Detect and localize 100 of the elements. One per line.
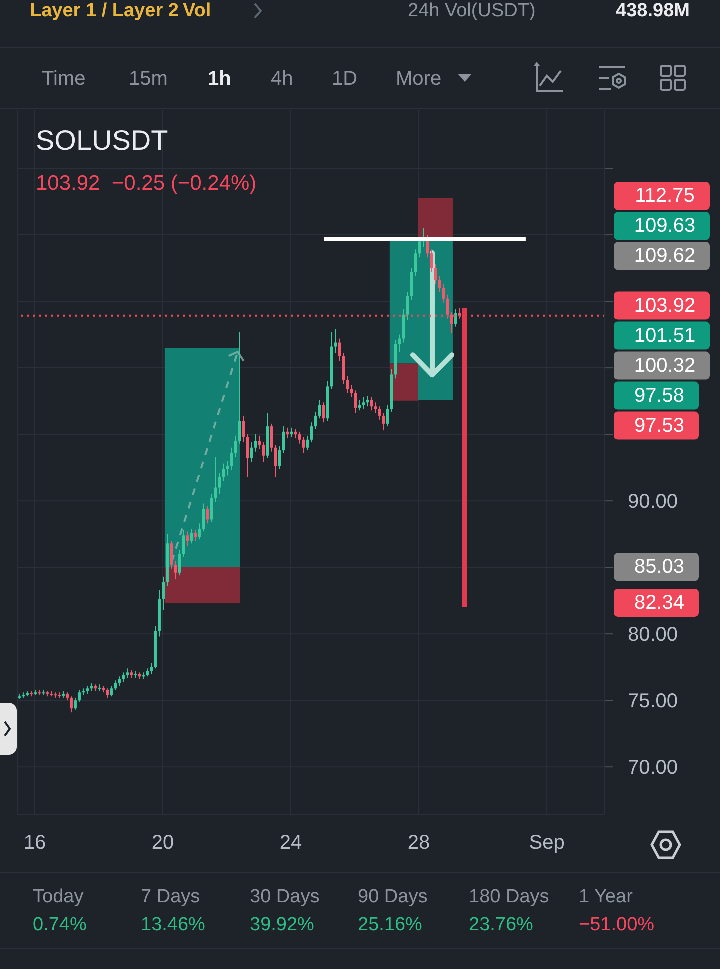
candlestick bbox=[310, 422, 314, 444]
text: 97.58 bbox=[634, 384, 685, 407]
x-tick-label: 24 bbox=[280, 832, 302, 854]
candlestick bbox=[450, 312, 454, 334]
candlestick bbox=[362, 396, 366, 410]
candlestick bbox=[294, 428, 298, 440]
candlestick bbox=[406, 292, 410, 321]
candlestick bbox=[366, 395, 370, 408]
candlestick bbox=[410, 268, 414, 301]
candlestick bbox=[302, 436, 306, 454]
candlestick bbox=[238, 332, 242, 444]
candlestick bbox=[78, 689, 81, 702]
text: 438.98M bbox=[616, 0, 690, 24]
text: 85.03 bbox=[634, 556, 685, 578]
candlestick bbox=[338, 338, 342, 362]
candlestick bbox=[298, 431, 302, 444]
candlestick bbox=[262, 442, 266, 463]
candlestick bbox=[382, 412, 386, 432]
candlestick bbox=[318, 399, 322, 420]
candlestick bbox=[378, 406, 382, 420]
candlestick bbox=[234, 435, 238, 458]
text: 39.92% bbox=[250, 914, 314, 938]
candlestick bbox=[226, 460, 229, 476]
candlestick bbox=[286, 427, 290, 440]
candlestick bbox=[118, 676, 121, 686]
candlestick bbox=[446, 294, 450, 320]
candlestick bbox=[290, 427, 294, 438]
candlestick bbox=[250, 442, 254, 463]
text: 23.76% bbox=[469, 914, 534, 938]
candlestick bbox=[230, 447, 234, 471]
text: 90 Days bbox=[358, 886, 428, 910]
y-tick-label: 70.00 bbox=[628, 757, 678, 780]
candlestick bbox=[126, 668, 129, 678]
text: 25.16% bbox=[358, 914, 422, 938]
candlestick bbox=[254, 434, 258, 452]
text: 1 Year bbox=[579, 886, 633, 910]
candlestick bbox=[218, 472, 221, 495]
candlestick bbox=[182, 530, 185, 558]
text: 82.34 bbox=[634, 592, 685, 614]
text: SOLUSDT bbox=[36, 124, 168, 158]
text: 109.63 bbox=[634, 215, 696, 238]
candlestick bbox=[186, 531, 189, 547]
candlestick bbox=[178, 550, 181, 576]
text: 100.32 bbox=[634, 354, 696, 377]
candlestick bbox=[398, 334, 402, 353]
candlestick bbox=[222, 463, 225, 482]
candlestick bbox=[174, 560, 177, 580]
text: 112.75 bbox=[635, 185, 695, 208]
candlestick bbox=[258, 435, 262, 450]
candlestick bbox=[150, 662, 153, 674]
text: 103.92 −0.25 (−0.24%) bbox=[36, 171, 257, 196]
candlestick bbox=[202, 503, 205, 532]
candlestick bbox=[354, 390, 358, 414]
candlestick bbox=[190, 528, 193, 544]
text: 7 Days bbox=[141, 886, 200, 910]
candlestick bbox=[282, 426, 286, 454]
text: 24h Vol(USDT) bbox=[408, 0, 536, 24]
candlestick bbox=[454, 309, 458, 328]
candlestick bbox=[442, 284, 446, 304]
candlestick bbox=[206, 506, 209, 524]
ref-line-label: 103.92 bbox=[634, 294, 696, 317]
candlestick bbox=[438, 276, 442, 293]
candlestick bbox=[210, 494, 213, 523]
candlestick bbox=[106, 688, 109, 698]
y-tick-label: 80.00 bbox=[628, 624, 678, 646]
text: 101.51 bbox=[634, 324, 696, 347]
candlestick bbox=[358, 399, 362, 412]
candlestick bbox=[314, 411, 318, 430]
candlestick bbox=[70, 696, 73, 714]
candlestick bbox=[114, 680, 117, 690]
candlestick bbox=[214, 456, 217, 503]
text: 4h bbox=[271, 67, 294, 91]
candlestick bbox=[306, 435, 310, 452]
candlestick bbox=[322, 402, 326, 424]
y-tick-label: 75.00 bbox=[628, 690, 678, 713]
text: 30 Days bbox=[250, 886, 320, 910]
candlestick bbox=[374, 402, 378, 414]
text: Layer 1 / Layer 2 bbox=[30, 0, 179, 24]
candlestick bbox=[434, 264, 438, 285]
text: 0.74% bbox=[33, 914, 87, 938]
candlestick bbox=[414, 249, 418, 277]
x-tick-label: Sep bbox=[529, 832, 565, 854]
text: 109.62 bbox=[634, 245, 696, 268]
candlestick bbox=[270, 423, 274, 452]
candlestick bbox=[350, 384, 354, 398]
candlestick bbox=[242, 415, 246, 444]
candlestick bbox=[246, 434, 250, 478]
text: 180 Days bbox=[469, 886, 550, 910]
candlestick bbox=[386, 404, 390, 428]
candlestick bbox=[162, 576, 165, 611]
candlestick bbox=[430, 249, 434, 273]
candlestick bbox=[346, 376, 350, 394]
text: −51.00% bbox=[579, 914, 655, 938]
candlestick bbox=[274, 444, 278, 478]
candlestick bbox=[194, 530, 197, 542]
text: Vol bbox=[183, 0, 212, 24]
text: Time bbox=[42, 67, 86, 91]
candlestick bbox=[402, 309, 406, 344]
candlestick bbox=[74, 697, 77, 710]
text: 1D bbox=[332, 67, 358, 91]
